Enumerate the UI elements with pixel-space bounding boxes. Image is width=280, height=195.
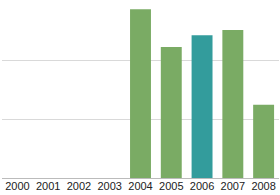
svg-text:2000: 2000 <box>5 180 29 192</box>
svg-text:2001: 2001 <box>36 180 60 192</box>
svg-text:2005: 2005 <box>159 180 183 192</box>
svg-text:2008: 2008 <box>251 180 275 192</box>
svg-text:2007: 2007 <box>221 180 245 192</box>
svg-text:2006: 2006 <box>190 180 214 192</box>
svg-text:2003: 2003 <box>97 180 121 192</box>
svg-text:2004: 2004 <box>128 180 152 192</box>
svg-text:2002: 2002 <box>67 180 91 192</box>
